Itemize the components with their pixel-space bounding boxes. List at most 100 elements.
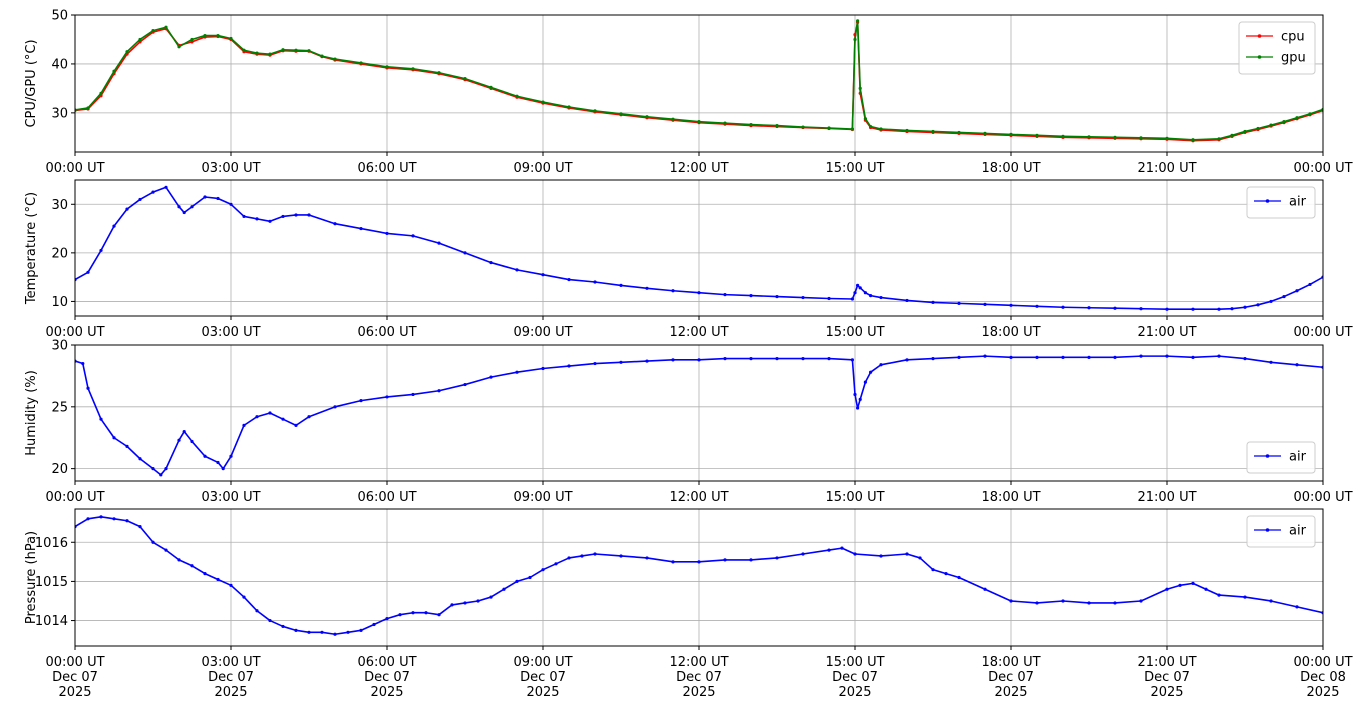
data-point-air [463, 251, 467, 255]
legend-label-air: air [1289, 195, 1307, 210]
data-point-air [1295, 363, 1299, 367]
data-point-air [801, 357, 805, 361]
data-point-air [671, 560, 675, 564]
data-point-air [593, 552, 597, 556]
data-point-air [619, 360, 623, 364]
x-tick-label: 00:00 UT [45, 325, 104, 340]
data-point-air [203, 571, 207, 576]
data-point-air [242, 214, 246, 219]
data-point-air [1165, 354, 1169, 358]
data-point-air [554, 562, 558, 566]
data-point-air [320, 630, 324, 634]
x-tick-label: 03:00 UT [201, 490, 260, 505]
data-point-gpu [216, 33, 220, 38]
data-point-air [593, 361, 597, 366]
data-point-air [983, 354, 987, 358]
data-point-air [1061, 355, 1065, 359]
data-point-air [1269, 360, 1273, 364]
data-point-air [86, 270, 90, 274]
data-point-air [1282, 294, 1286, 299]
data-point-air [905, 552, 909, 556]
data-point-air [99, 248, 103, 253]
data-point-air [723, 293, 727, 297]
legend-label-gpu: gpu [1281, 51, 1306, 66]
data-point-gpu [164, 25, 168, 29]
data-point-gpu [645, 115, 649, 119]
data-point-air [151, 467, 155, 471]
data-point-air [99, 417, 103, 421]
x-tick-label: 18:00 UT [981, 325, 1040, 340]
data-point-air [863, 291, 868, 295]
data-point-air [957, 575, 961, 580]
x-tick-label: 09:00 UT [513, 325, 572, 340]
y-tick-label: 10 [51, 295, 68, 310]
data-point-air [567, 277, 571, 282]
x-tick-label: 09:00 UT [513, 490, 572, 505]
data-point-air [489, 595, 493, 599]
data-point-air [346, 630, 350, 634]
data-point-gpu [905, 128, 909, 133]
data-point-gpu [1087, 135, 1091, 139]
data-point-gpu [1217, 137, 1221, 141]
legend-box [1246, 515, 1316, 548]
data-point-gpu [255, 51, 259, 55]
data-point-air [869, 294, 873, 298]
legend-marker-cpu [1257, 34, 1262, 38]
data-point-air [177, 205, 181, 209]
data-point-gpu [858, 86, 862, 90]
data-point-gpu [320, 54, 324, 58]
data-point-gpu [983, 131, 987, 136]
data-point-air [177, 438, 181, 442]
data-point-air [112, 436, 116, 440]
data-point-air [182, 429, 186, 434]
data-point-air [385, 617, 389, 621]
y-tick-label: 30 [51, 198, 68, 213]
legend-marker-air [1265, 454, 1270, 458]
data-point-air [463, 601, 467, 605]
data-point-air [671, 289, 675, 293]
data-point-air [850, 358, 855, 362]
data-point-air [476, 599, 480, 603]
data-point-air [1243, 357, 1247, 361]
legend-label-air: air [1289, 450, 1307, 465]
data-point-air [856, 283, 860, 287]
data-point-gpu [1243, 129, 1247, 134]
data-point-air [255, 415, 259, 419]
data-point-air [164, 548, 168, 552]
data-point-air [489, 375, 493, 379]
y-tick-label: 30 [51, 106, 68, 121]
data-point-gpu [307, 49, 311, 53]
data-point-air [749, 294, 753, 298]
data-point-air [177, 558, 181, 562]
data-point-gpu [99, 91, 103, 95]
data-point-air [957, 355, 961, 359]
data-point-air [931, 568, 935, 572]
data-point-air [853, 552, 857, 556]
data-point-air [567, 364, 571, 368]
data-point-air [1139, 354, 1143, 358]
data-point-air [333, 632, 337, 636]
data-point-air [463, 382, 467, 387]
y-tick-label: 1016 [35, 536, 68, 551]
data-point-gpu [112, 69, 116, 73]
x-tick-label: 03:00 UT [201, 325, 260, 340]
data-point-air [775, 357, 779, 361]
data-point-air [1295, 605, 1299, 609]
data-point-air [502, 587, 506, 591]
data-point-air [1191, 307, 1195, 311]
x-tick-label: 15:00 UT [825, 161, 884, 176]
x-tick-label: 00:00 UT [45, 490, 104, 505]
data-point-air [541, 568, 545, 572]
data-point-air [112, 224, 116, 228]
data-point-cpu [190, 40, 194, 44]
data-point-gpu [671, 117, 675, 121]
data-point-air [840, 546, 844, 550]
data-point-air [138, 525, 142, 529]
data-point-air [619, 283, 623, 287]
x-tick-label: 15:00 UT [825, 325, 884, 340]
data-point-air [268, 411, 272, 415]
data-point-air [1113, 306, 1117, 310]
data-point-air [151, 540, 155, 544]
data-point-air [983, 302, 987, 306]
data-point-air [1035, 601, 1039, 605]
